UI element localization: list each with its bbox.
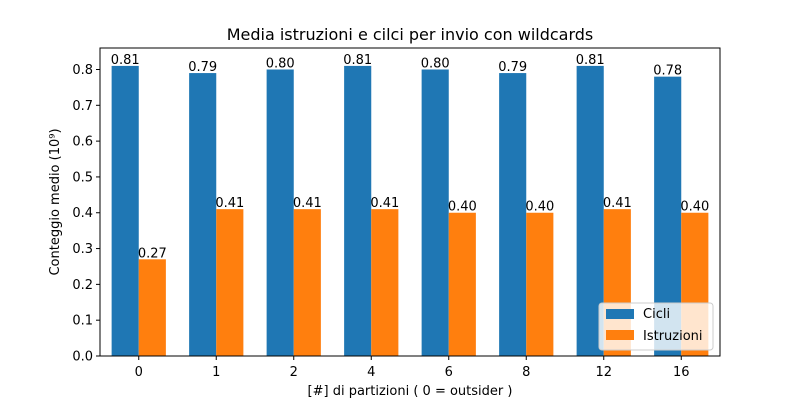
legend: Cicli Istruzioni — [598, 302, 714, 351]
bar-cicli-1 — [189, 73, 217, 357]
x-axis-label: [#] di partizioni ( 0 = outsider ) — [308, 384, 513, 399]
x-tick-label: 0 — [135, 365, 143, 380]
y-tick-label: 0.1 — [72, 314, 93, 329]
bar-cicli-6 — [421, 69, 449, 356]
bar-value-labels: 0.81 0.79 0.80 0.81 0.80 0.79 0.81 0.78 0.27 0.41… — [111, 53, 710, 261]
bar-label-istruzioni-4: 0.41 — [370, 196, 399, 211]
bar-istruzioni-0 — [138, 259, 166, 356]
y-tick-label: 0.5 — [72, 170, 93, 185]
legend-swatch-cicli — [606, 309, 634, 319]
x-tick-label: 16 — [673, 365, 690, 380]
y-axis-ticks: 0.0 0.1 0.2 0.3 0.4 0.5 0.6 0.7 0.8 — [72, 63, 100, 365]
bar-cicli-2 — [266, 69, 294, 356]
bar-label-cicli-12: 0.81 — [576, 53, 605, 68]
bar-label-cicli-16: 0.78 — [653, 64, 682, 79]
bar-label-istruzioni-12: 0.41 — [603, 196, 632, 211]
bar-cicli-4 — [344, 65, 372, 356]
y-tick-label: 0.0 — [72, 350, 93, 365]
legend-label-cicli: Cicli — [643, 307, 670, 322]
y-tick-label: 0.6 — [72, 135, 93, 150]
bar-cicli-0 — [111, 65, 139, 356]
y-axis-label: Conteggio medio (10⁹) — [48, 128, 63, 275]
bar-label-cicli-8: 0.79 — [498, 60, 527, 75]
bar-label-istruzioni-6: 0.40 — [448, 200, 477, 215]
legend-label-istruzioni: Istruzioni — [643, 329, 703, 344]
bar-label-istruzioni-2: 0.41 — [293, 196, 322, 211]
x-tick-label: 8 — [522, 365, 530, 380]
bar-label-istruzioni-0: 0.27 — [138, 246, 167, 261]
x-tick-label: 6 — [445, 365, 453, 380]
bar-label-istruzioni-16: 0.40 — [680, 200, 709, 215]
bar-label-cicli-2: 0.80 — [266, 56, 295, 71]
bar-cicli-8 — [499, 73, 527, 357]
bar-istruzioni-2 — [293, 209, 321, 356]
x-tick-label: 1 — [212, 365, 220, 380]
bar-istruzioni-6 — [448, 212, 476, 356]
x-tick-label: 12 — [595, 365, 612, 380]
x-axis-ticks: 0 1 2 4 6 8 12 16 — [135, 356, 690, 380]
legend-swatch-istruzioni — [606, 330, 634, 340]
bar-istruzioni-1 — [216, 209, 244, 356]
plot-frame — [99, 47, 721, 357]
y-tick-label: 0.4 — [72, 206, 93, 221]
bar-label-cicli-1: 0.79 — [188, 60, 217, 75]
bar-label-cicli-6: 0.80 — [421, 56, 450, 71]
bar-istruzioni-4 — [371, 209, 399, 356]
y-tick-label: 0.3 — [72, 242, 93, 257]
chart-title: Media istruzioni e cilci per invio con w… — [227, 25, 594, 44]
x-tick-label: 4 — [367, 365, 375, 380]
bar-label-cicli-4: 0.81 — [343, 53, 372, 68]
bar-label-istruzioni-1: 0.41 — [215, 196, 244, 211]
bar-label-cicli-0: 0.81 — [111, 53, 140, 68]
bar-istruzioni-8 — [526, 212, 554, 356]
bar-label-istruzioni-8: 0.40 — [525, 200, 554, 215]
y-tick-label: 0.8 — [72, 63, 93, 78]
y-tick-label: 0.2 — [72, 278, 93, 293]
y-tick-label: 0.7 — [72, 99, 93, 114]
x-tick-label: 2 — [290, 365, 298, 380]
